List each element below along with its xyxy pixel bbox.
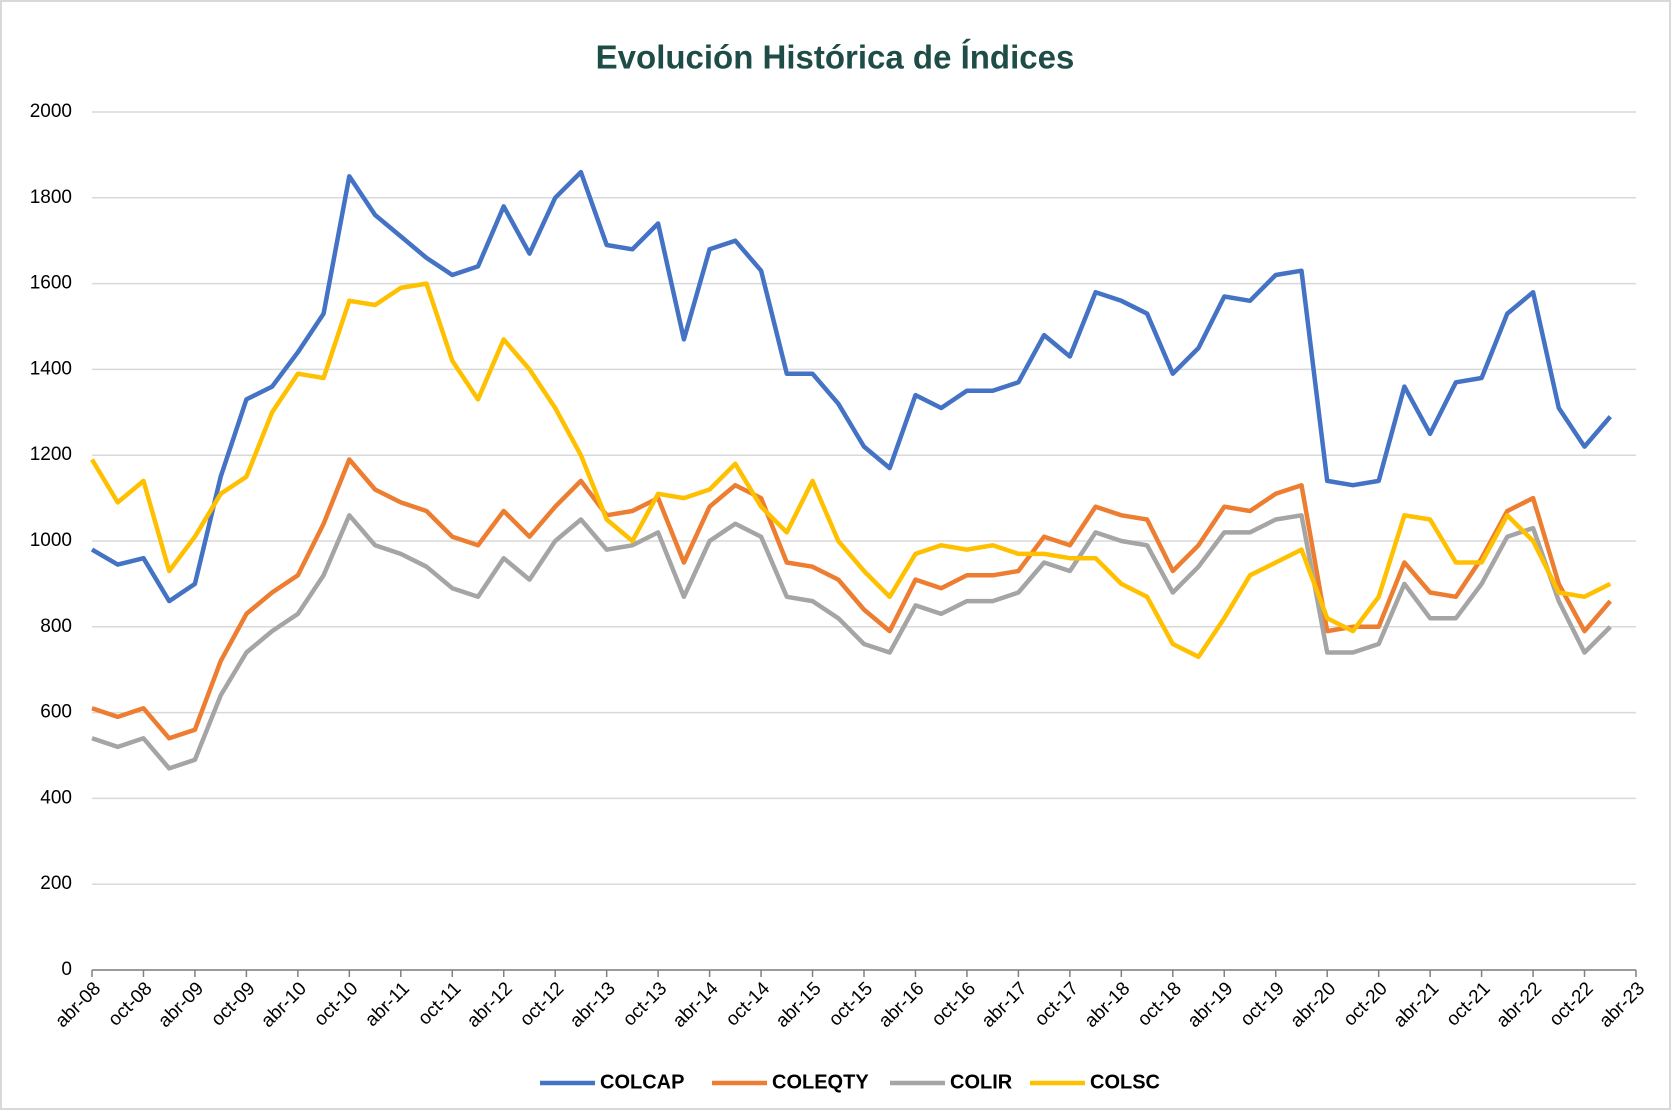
legend-label: COLIR bbox=[950, 1071, 1013, 1093]
y-tick-label: 800 bbox=[40, 616, 72, 637]
legend-label: COLSC bbox=[1090, 1071, 1160, 1093]
y-tick-label: 400 bbox=[40, 787, 72, 808]
y-tick-label: 600 bbox=[40, 702, 72, 723]
y-tick-label: 2000 bbox=[30, 101, 72, 122]
series-line bbox=[90, 281, 1612, 660]
legend-label: COLEQTY bbox=[772, 1071, 869, 1093]
y-tick-label: 1400 bbox=[30, 358, 72, 379]
y-tick-label: 200 bbox=[40, 873, 72, 894]
y-tick-label: 1000 bbox=[30, 530, 72, 551]
series-line bbox=[91, 513, 1612, 771]
y-tick-label: 0 bbox=[61, 959, 72, 980]
series-line bbox=[90, 169, 1613, 604]
chart-title: Evolución Histórica de Índices bbox=[596, 39, 1075, 76]
y-tick-label: 1800 bbox=[30, 187, 72, 208]
y-tick-label: 1200 bbox=[30, 444, 72, 465]
y-tick-label: 1600 bbox=[30, 273, 72, 294]
legend-label: COLCAP bbox=[600, 1071, 684, 1093]
